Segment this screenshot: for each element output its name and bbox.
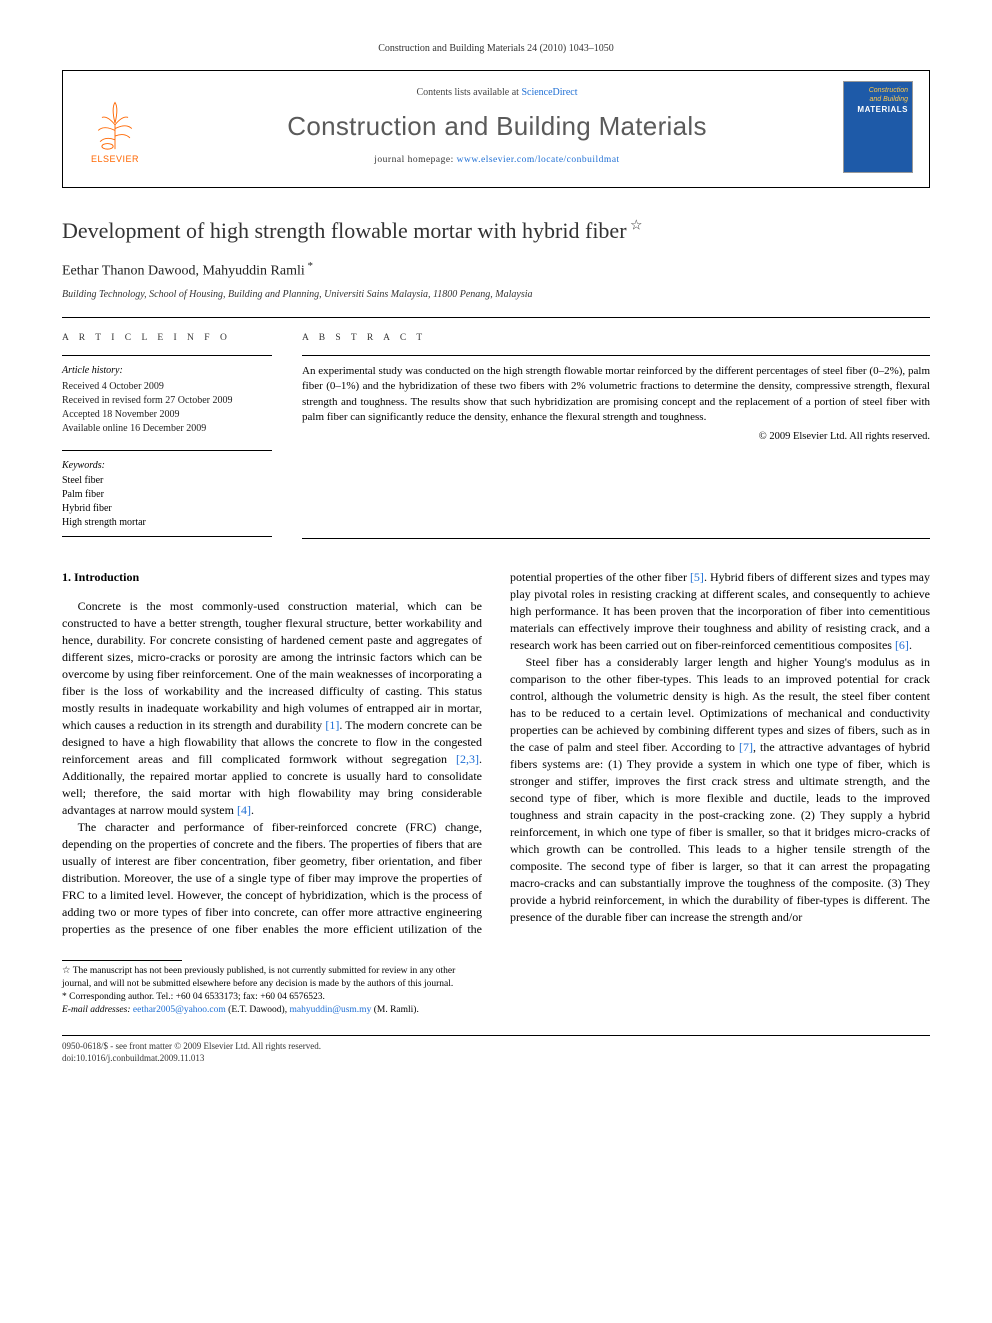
body-paragraph: Concrete is the most commonly-used const…	[62, 598, 482, 819]
article-title-text: Development of high strength flowable mo…	[62, 218, 627, 243]
abstract-text: An experimental study was conducted on t…	[302, 364, 930, 426]
email-attribution: (E.T. Dawood),	[226, 1005, 290, 1015]
footnotes-block: ☆ The manuscript has not been previously…	[62, 960, 479, 1016]
author-email-link[interactable]: eethar2005@yahoo.com	[133, 1005, 226, 1015]
cover-line-2: and Building	[848, 95, 908, 104]
corresponding-author-mark-icon: *	[305, 260, 313, 272]
running-head: Construction and Building Materials 24 (…	[62, 42, 930, 56]
footnote-corresponding: * Corresponding author. Tel.: +60 04 653…	[62, 991, 479, 1004]
history-online: Available online 16 December 2009	[62, 422, 272, 436]
article-info-heading: A R T I C L E I N F O	[62, 332, 272, 345]
keyword-item: High strength mortar	[62, 516, 272, 530]
author-affiliation: Building Technology, School of Housing, …	[62, 288, 930, 302]
footnote-text: The manuscript has not been previously p…	[62, 966, 455, 989]
citation-link[interactable]: [6]	[895, 638, 909, 652]
history-revised: Received in revised form 27 October 2009	[62, 394, 272, 408]
abstract-copyright: © 2009 Elsevier Ltd. All rights reserved…	[302, 430, 930, 444]
journal-name: Construction and Building Materials	[151, 109, 843, 144]
body-text: .	[909, 638, 912, 652]
history-received: Received 4 October 2009	[62, 380, 272, 394]
citation-link[interactable]: [1]	[325, 718, 339, 732]
journal-cover-thumbnail: Construction and Building MATERIALS	[843, 81, 913, 173]
journal-homepage-link[interactable]: www.elsevier.com/locate/conbuildmat	[457, 155, 620, 165]
keywords-label: Keywords:	[62, 459, 272, 473]
cover-line-3: MATERIALS	[848, 105, 908, 116]
sciencedirect-link[interactable]: ScienceDirect	[521, 87, 577, 98]
article-info-block: A R T I C L E I N F O Article history: R…	[62, 332, 272, 547]
author-names: Eethar Thanon Dawood, Mahyuddin Ramli *	[62, 259, 930, 282]
email-attribution: (M. Ramli).	[371, 1005, 419, 1015]
article-title: Development of high strength flowable mo…	[62, 216, 930, 246]
abstract-heading: A B S T R A C T	[302, 332, 930, 345]
citation-link[interactable]: [2,3]	[456, 752, 479, 766]
keywords-block: Keywords: Steel fiber Palm fiber Hybrid …	[62, 450, 272, 538]
article-body: 1. Introduction Concrete is the most com…	[62, 569, 930, 939]
keyword-item: Palm fiber	[62, 488, 272, 502]
citation-link[interactable]: [7]	[739, 740, 753, 754]
keyword-item: Hybrid fiber	[62, 502, 272, 516]
star-icon: ☆	[62, 966, 73, 976]
abstract-block: A B S T R A C T An experimental study wa…	[302, 332, 930, 547]
elsevier-tree-icon	[87, 95, 143, 151]
title-footnote-star-icon: ☆	[627, 218, 643, 233]
footnote-emails: E-mail addresses: eethar2005@yahoo.com (…	[62, 1004, 479, 1017]
publisher-logo: ELSEVIER	[79, 88, 151, 166]
page-footer: 0950-0618/$ - see front matter © 2009 El…	[62, 1035, 930, 1064]
divider	[62, 317, 930, 318]
body-paragraph: Steel fiber has a considerably larger le…	[510, 654, 930, 927]
journal-masthead: ELSEVIER Contents lists available at Sci…	[62, 70, 930, 188]
citation-link[interactable]: [5]	[690, 570, 704, 584]
footnote-star: ☆ The manuscript has not been previously…	[62, 965, 479, 991]
cover-line-1: Construction	[848, 86, 908, 95]
contents-available-line: Contents lists available at ScienceDirec…	[151, 86, 843, 100]
keyword-item: Steel fiber	[62, 474, 272, 488]
email-label: E-mail addresses:	[62, 1005, 131, 1015]
journal-homepage-line: journal homepage: www.elsevier.com/locat…	[151, 154, 843, 167]
contents-prefix: Contents lists available at	[416, 87, 521, 98]
body-text: .	[251, 803, 254, 817]
issn-line: 0950-0618/$ - see front matter © 2009 El…	[62, 1040, 930, 1052]
doi-line: doi:10.1016/j.conbuildmat.2009.11.013	[62, 1052, 930, 1064]
publisher-name: ELSEVIER	[91, 153, 139, 165]
body-text: , the attractive advantages of hybrid fi…	[510, 740, 930, 924]
history-label: Article history:	[62, 364, 272, 378]
homepage-prefix: journal homepage:	[374, 155, 456, 165]
author-email-link[interactable]: mahyuddin@usm.my	[289, 1005, 371, 1015]
author-list: Eethar Thanon Dawood, Mahyuddin Ramli	[62, 264, 305, 279]
history-accepted: Accepted 18 November 2009	[62, 408, 272, 422]
body-text: Concrete is the most commonly-used const…	[62, 599, 482, 732]
section-heading: 1. Introduction	[62, 569, 482, 586]
citation-link[interactable]: [4]	[237, 803, 251, 817]
